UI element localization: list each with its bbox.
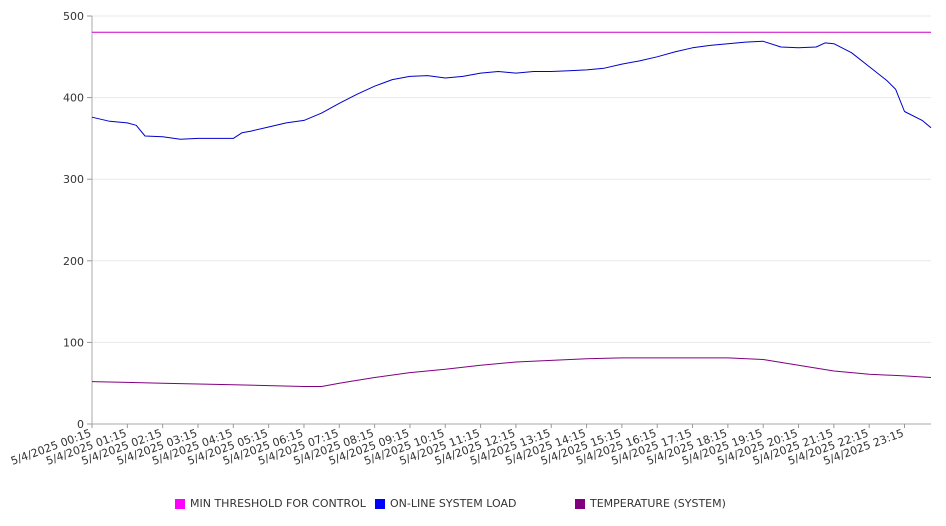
legend: MIN THRESHOLD FOR CONTROL ON-LINE SYSTEM… [0, 497, 946, 517]
y-axis-ticks: 0 100 200 300 400 500 [63, 10, 92, 431]
legend-label-temperature: TEMPERATURE (SYSTEM) [590, 497, 726, 510]
series-layer [91, 31, 932, 387]
y-tick-label: 400 [63, 92, 84, 105]
series-line-system-load [91, 40, 932, 140]
legend-item-system-load[interactable]: ON-LINE SYSTEM LOAD [375, 497, 516, 510]
y-tick-label: 300 [63, 173, 84, 186]
y-tick-label: 0 [77, 418, 84, 431]
x-axis-ticks: 5/4/2025 00:155/4/2025 01:155/4/2025 02:… [9, 424, 906, 468]
legend-item-temperature[interactable]: TEMPERATURE (SYSTEM) [575, 497, 726, 510]
legend-label-min-threshold: MIN THRESHOLD FOR CONTROL [190, 497, 366, 510]
y-tick-label: 200 [63, 255, 84, 268]
y-tick-label: 100 [63, 336, 84, 349]
legend-label-system-load: ON-LINE SYSTEM LOAD [390, 497, 517, 510]
axes [91, 16, 931, 425]
legend-swatch-system-load [375, 498, 385, 509]
legend-swatch-min-threshold [175, 498, 185, 509]
legend-swatch-temperature [575, 498, 585, 509]
legend-item-min-threshold[interactable]: MIN THRESHOLD FOR CONTROL [175, 497, 366, 510]
series-line-temperature [91, 357, 932, 387]
y-tick-label: 500 [63, 10, 84, 23]
grid-lines [92, 15, 931, 343]
line-chart: 0 100 200 300 400 500 5/4/2025 00:155/4/2025 … [9, 10, 932, 468]
